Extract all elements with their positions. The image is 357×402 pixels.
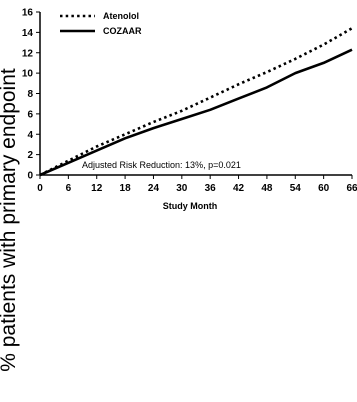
y-tick-label: 2: [27, 150, 33, 161]
y-tick-label: 10: [22, 69, 34, 80]
y-axis-ticks: 0 2 4 6 8 10 12 14 16: [22, 8, 40, 182]
legend-cozaar-label: COZAAR: [103, 26, 142, 36]
y-tick-label: 14: [22, 28, 34, 39]
x-tick-label: 30: [176, 183, 188, 194]
legend-atenolol-label: Atenolol: [103, 11, 139, 21]
y-tick-label: 4: [27, 130, 33, 141]
x-tick-label: 48: [261, 183, 273, 194]
y-tick-label: 8: [27, 89, 33, 100]
legend: Atenolol COZAAR: [60, 11, 142, 36]
annotation-risk-reduction: Adjusted Risk Reduction: 13%, p=0.021: [82, 160, 241, 170]
x-tick-label: 42: [233, 183, 245, 194]
y-tick-label: 0: [27, 171, 33, 182]
x-tick-label: 36: [205, 183, 217, 194]
x-tick-label: 0: [37, 183, 43, 194]
x-axis-title: Study Month: [163, 201, 218, 211]
x-tick-label: 12: [91, 183, 103, 194]
y-axis-title: % patients with primary endpoint: [0, 68, 20, 372]
x-tick-label: 18: [120, 183, 132, 194]
x-axis-ticks: 0 6 12 18 24 30 36 42 48 54 60 66: [37, 175, 357, 194]
y-tick-label: 16: [22, 8, 34, 19]
x-tick-label: 6: [66, 183, 72, 194]
x-tick-label: 24: [148, 183, 160, 194]
x-tick-label: 66: [346, 183, 357, 194]
x-tick-label: 54: [290, 183, 302, 194]
x-tick-label: 60: [318, 183, 330, 194]
y-tick-label: 12: [22, 48, 34, 59]
series-layer: [39, 27, 353, 177]
series-line-cozaar: [39, 48, 353, 177]
series-line-atenolol: [39, 27, 353, 177]
y-tick-label: 6: [27, 109, 33, 120]
